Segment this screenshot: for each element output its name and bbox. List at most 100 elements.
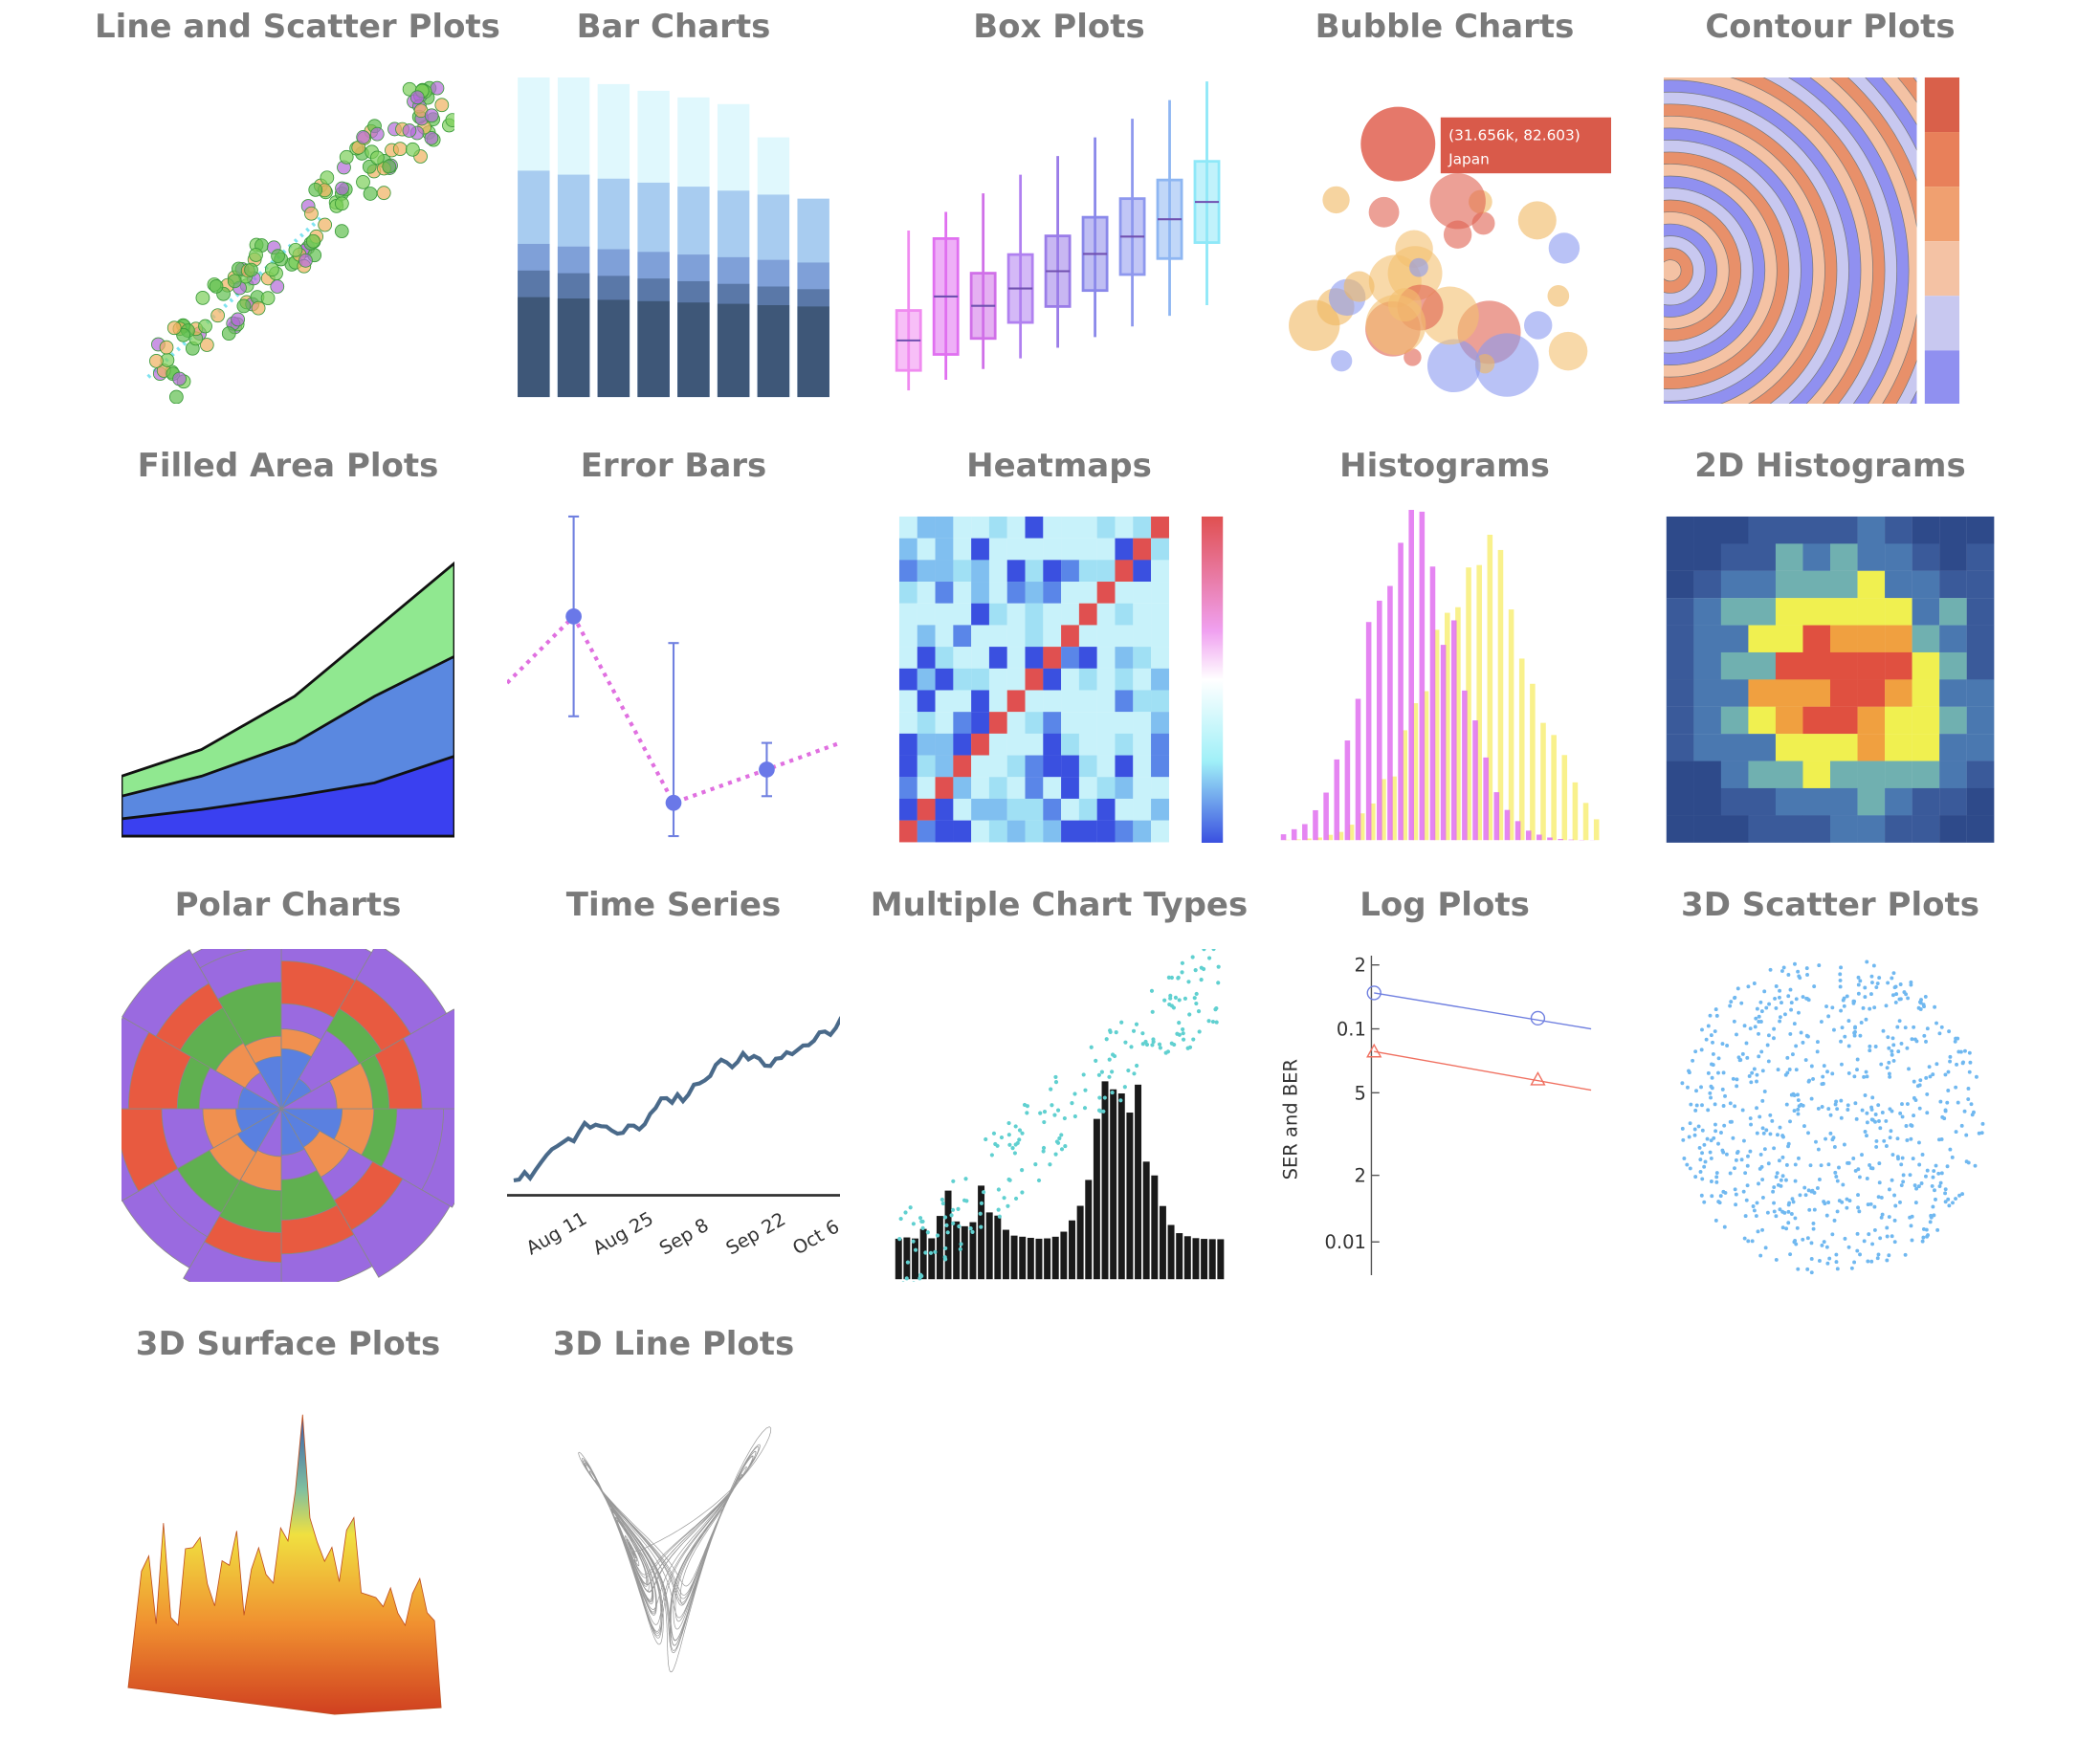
gallery-tile[interactable]: Multiple Chart Types (866, 878, 1252, 1299)
tile-title[interactable]: Error Bars (580, 447, 767, 485)
gallery-tile[interactable]: 3D Surface Plots (95, 1317, 481, 1738)
dot (949, 1213, 954, 1218)
dot (1729, 1000, 1734, 1004)
dot (1942, 1116, 1947, 1121)
heat-cell (988, 777, 1007, 800)
thumbnail[interactable] (122, 949, 454, 1282)
dot (1773, 996, 1778, 1001)
thumbnail[interactable] (507, 510, 840, 843)
dot (968, 1226, 973, 1231)
thumbnail[interactable] (507, 71, 840, 404)
gallery-tile[interactable]: Time Series Aug 11 Aug 25 Sep 8 Sep 22 Oct 6 (480, 878, 867, 1299)
thumbnail[interactable] (1664, 949, 1997, 1282)
bar (1044, 1238, 1051, 1280)
thumbnail[interactable] (1664, 510, 1997, 843)
hist2d-cell (1857, 679, 1886, 707)
tile-title[interactable]: Histograms (1339, 447, 1550, 485)
tile-title[interactable]: Polar Charts (174, 886, 402, 924)
dot (1099, 1069, 1104, 1074)
gallery-tile[interactable]: Filled Area Plots (95, 439, 481, 860)
thumbnail[interactable] (893, 71, 1226, 404)
tile-title[interactable]: 3D Surface Plots (135, 1325, 441, 1363)
thumbnail[interactable] (507, 1388, 840, 1721)
dot (1104, 1037, 1109, 1042)
thumbnail[interactable]: (31.656k, 82.603) Japan (1278, 71, 1611, 404)
dot (1957, 1193, 1962, 1198)
dot (1794, 1068, 1799, 1072)
dot (1733, 1166, 1736, 1171)
dot (1890, 993, 1895, 998)
dot (1910, 1037, 1914, 1042)
dot (1869, 974, 1874, 979)
hist2d-cell (1857, 543, 1886, 571)
dot (1863, 985, 1868, 990)
hist2d-cell (1830, 815, 1858, 843)
gallery-tile[interactable]: Polar Charts (95, 878, 481, 1299)
heat-cell (953, 798, 972, 821)
dot (1780, 1174, 1785, 1179)
hist2d-cell (1720, 734, 1749, 761)
gallery-tile[interactable]: Contour Plots (1637, 0, 2023, 421)
dot (1809, 1270, 1814, 1275)
heat-cell (1115, 516, 1134, 539)
dot (1839, 1008, 1844, 1013)
thumbnail[interactable] (1278, 510, 1611, 843)
dot (1797, 1010, 1801, 1015)
thumbnail[interactable] (122, 510, 454, 843)
dot (1825, 1261, 1830, 1266)
tile-title[interactable]: 3D Line Plots (552, 1325, 795, 1363)
hist2d-cell (1720, 787, 1749, 816)
dot (1755, 1131, 1759, 1136)
dot (1763, 1246, 1768, 1250)
dot (1728, 1101, 1733, 1106)
thumbnail[interactable] (122, 71, 454, 404)
tile-title[interactable]: Time Series (565, 886, 782, 924)
tile-title[interactable]: Filled Area Plots (137, 447, 439, 485)
gallery-tile[interactable]: Log Plots 2 0.1 5 2 0.01 SER and BER (1251, 878, 1638, 1299)
gallery-tile[interactable]: Heatmaps (866, 439, 1252, 860)
tile-title[interactable]: 3D Scatter Plots (1681, 886, 1979, 924)
thumbnail[interactable]: 2 0.1 5 2 0.01 SER and BER (1278, 949, 1611, 1282)
dot (1936, 1171, 1941, 1176)
thumbnail[interactable] (1664, 71, 1997, 404)
tile-title[interactable]: Box Plots (973, 8, 1145, 46)
thumbnail[interactable] (893, 949, 1226, 1282)
tile-title[interactable]: Bubble Charts (1315, 8, 1575, 46)
tile-title[interactable]: Line and Scatter Plots (95, 8, 500, 46)
hist2d-cell (1748, 734, 1777, 761)
dot (1201, 966, 1206, 972)
scatter-dot (159, 340, 174, 355)
dot (1960, 1192, 1965, 1197)
gallery-tile[interactable]: Histograms (1251, 439, 1638, 860)
bar (1201, 1239, 1208, 1280)
tile-title[interactable]: Contour Plots (1705, 8, 1956, 46)
heat-cell (917, 538, 936, 561)
heat-cell (1078, 582, 1097, 604)
thumbnail[interactable] (893, 510, 1226, 843)
tile-title[interactable]: Multiple Chart Types (870, 886, 1249, 924)
hist2d-cell (1693, 787, 1721, 816)
gallery-tile[interactable]: Line and Scatter Plots (95, 0, 500, 421)
hist-bar (1561, 755, 1568, 841)
gallery-tile[interactable]: Error Bars (480, 439, 867, 860)
tile-title[interactable]: 2D Histograms (1694, 447, 1966, 485)
gallery-tile[interactable]: 2D Histograms (1637, 439, 2023, 860)
dot (1887, 1046, 1891, 1050)
dot (1149, 988, 1155, 993)
tile-title[interactable]: Bar Charts (576, 8, 771, 46)
dot (1173, 995, 1179, 1000)
gallery-tile[interactable]: Box Plots (866, 0, 1252, 421)
gallery-tile[interactable]: 3D Line Plots (480, 1317, 867, 1738)
thumbnail[interactable] (122, 1388, 454, 1721)
gallery-tile[interactable]: Bar Charts (480, 0, 867, 421)
gallery-tile[interactable]: 3D Scatter Plots (1637, 878, 2023, 1299)
tile-title[interactable]: Log Plots (1360, 886, 1530, 924)
heat-cell (1096, 560, 1116, 583)
heat-cell (971, 603, 990, 626)
tile-title[interactable]: Heatmaps (966, 447, 1152, 485)
dot (1107, 1057, 1112, 1062)
scatter-dot (244, 262, 258, 277)
dot (1878, 1236, 1883, 1241)
gallery-tile[interactable]: Bubble Charts (31.656k, 82.603) Japan (1251, 0, 1638, 421)
